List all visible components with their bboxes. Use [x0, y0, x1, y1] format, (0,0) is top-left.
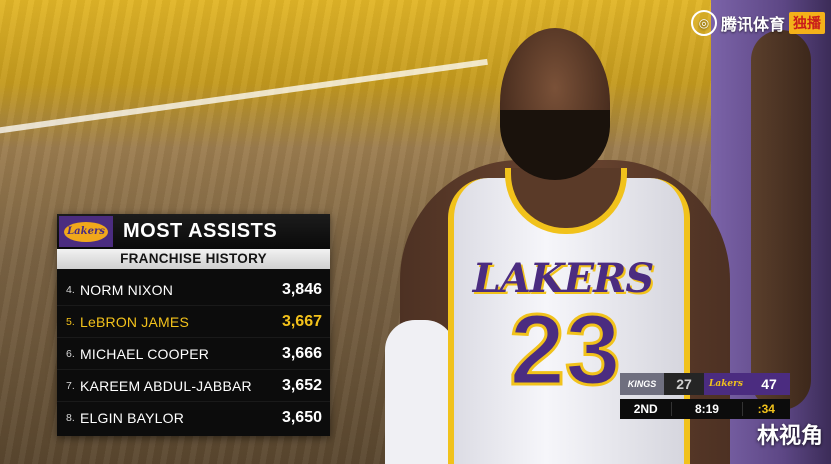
- game-clock: 8:19: [672, 402, 743, 416]
- stat-panel: Lakers MOST ASSISTS FRANCHISE HISTORY 4.…: [57, 214, 330, 436]
- kings-logo-icon: KINGS: [620, 373, 664, 395]
- panel-title: MOST ASSISTS: [123, 220, 278, 242]
- corner-tag: 林视角: [756, 424, 823, 449]
- player-sleeve: [385, 320, 455, 464]
- row-name: ELGIN BAYLOR: [80, 409, 185, 426]
- scorebug-teams: KINGS 27 Lakers 47: [620, 373, 790, 395]
- stat-row-highlight: 5. LeBRON JAMES 3,667: [57, 306, 330, 338]
- row-value: 3,667: [281, 312, 322, 330]
- broadcaster-name: 腾讯体育: [720, 15, 785, 34]
- row-name: KAREEM ABDUL-JABBAR: [80, 377, 252, 394]
- row-rank: 8.: [66, 411, 75, 424]
- away-score: 27: [664, 373, 704, 395]
- row-rank: 6.: [66, 347, 75, 360]
- opponent-arm: [751, 30, 811, 410]
- tencent-sports-icon: ◎: [690, 10, 717, 36]
- lakers-logo-icon: Lakers: [704, 373, 748, 395]
- home-score: 47: [748, 373, 790, 395]
- row-value: 3,846: [281, 280, 322, 298]
- stat-row: 8. ELGIN BAYLOR 3,650: [57, 402, 330, 433]
- row-name: NORM NIXON: [80, 281, 173, 298]
- stat-row: 4. NORM NIXON 3,846: [57, 274, 330, 306]
- lakers-logo-ball: Lakers: [64, 221, 108, 242]
- row-value: 3,652: [281, 376, 322, 394]
- row-rank: 4.: [66, 283, 75, 296]
- row-value: 3,650: [281, 408, 322, 426]
- stat-row: 6. MICHAEL COOPER 3,666: [57, 338, 330, 370]
- panel-subtitle: FRANCHISE HISTORY: [57, 249, 330, 269]
- panel-header: Lakers MOST ASSISTS: [57, 214, 330, 249]
- broadcaster-watermark: ◎ 腾讯体育 独播: [690, 10, 825, 36]
- row-rank: 7.: [66, 379, 75, 392]
- game-period: 2ND: [620, 402, 673, 416]
- row-name: MICHAEL COOPER: [80, 345, 210, 362]
- scorebug: KINGS 27 Lakers 47 2ND 8:19 :34: [620, 373, 790, 419]
- exclusive-badge: 独播: [789, 12, 825, 34]
- row-value: 3,666: [281, 344, 322, 362]
- jersey-number: 23: [508, 294, 622, 406]
- stat-row: 7. KAREEM ABDUL-JABBAR 3,652: [57, 370, 330, 402]
- away-team: KINGS 27: [620, 373, 704, 395]
- row-rank: 5.: [66, 315, 75, 328]
- scorebug-clock-bar: 2ND 8:19 :34: [620, 399, 790, 419]
- home-team: Lakers 47: [704, 373, 790, 395]
- lakers-logo-icon: Lakers: [59, 216, 113, 247]
- jersey-team-name: LAKERS: [472, 255, 655, 302]
- stat-rows: 4. NORM NIXON 3,846 5. LeBRON JAMES 3,66…: [57, 269, 330, 433]
- shot-clock: :34: [757, 402, 775, 416]
- row-name: LeBRON JAMES: [80, 313, 189, 330]
